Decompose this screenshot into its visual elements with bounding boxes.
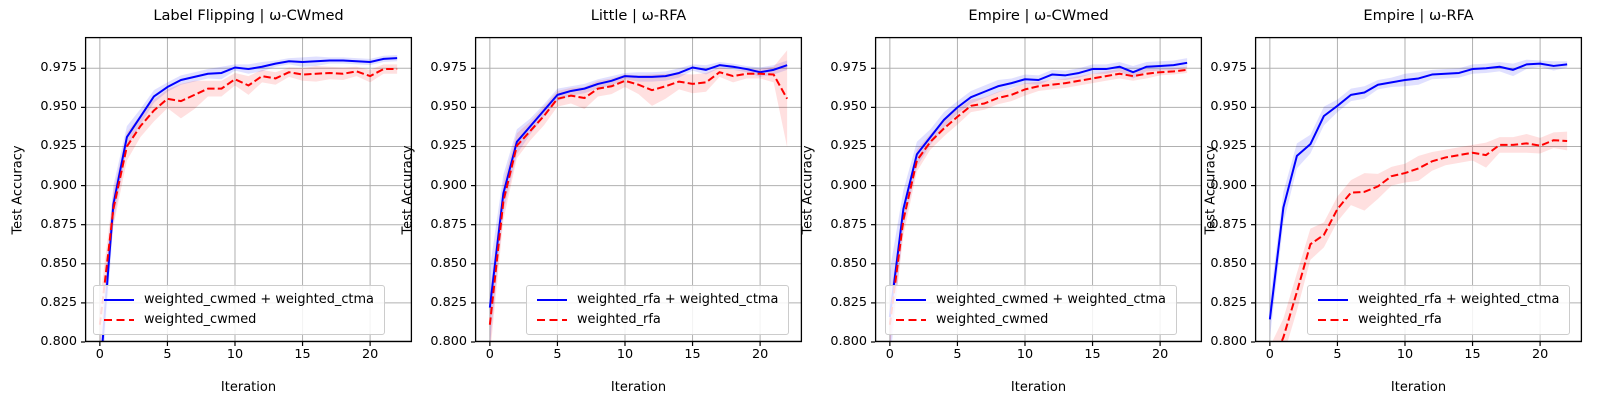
x-tick-label: 0: [885, 347, 894, 362]
legend-label: weighted_cwmed: [936, 311, 1049, 327]
legend-label: weighted_rfa + weighted_ctma: [1358, 291, 1560, 307]
subplot-little-rfa: Little | ω-RFA Test Accuracy weighted_rf…: [401, 7, 803, 395]
legend-entry: weighted_cwmed: [104, 312, 374, 328]
legend-line-sample-red: [896, 318, 926, 322]
legend: weighted_rfa + weighted_ctma weighted_rf…: [1307, 284, 1571, 335]
legend-label: weighted_cwmed: [144, 311, 257, 327]
y-tick-label: 0.975: [830, 60, 867, 76]
x-tick-label: 15: [684, 347, 701, 362]
legend: weighted_cwmed + weighted_ctma weighted_…: [93, 284, 385, 335]
x-tick-label: 15: [1464, 347, 1481, 362]
legend-entry: weighted_rfa: [1318, 312, 1559, 328]
x-tick-label: 10: [1396, 347, 1414, 362]
y-tick-label: 0.800: [1210, 334, 1247, 349]
legend-line-sample-red: [537, 318, 567, 322]
y-tick-label: 0.900: [430, 177, 467, 193]
legend-label: weighted_cwmed + weighted_ctma: [144, 291, 374, 307]
x-axis-label: Iteration: [1010, 380, 1067, 395]
x-tick-label: 20: [1531, 347, 1549, 362]
x-tick-label: 5: [1333, 347, 1342, 362]
y-tick-label: 0.900: [1210, 177, 1247, 193]
y-tick-label: 0.825: [1210, 294, 1247, 310]
x-tick-label: 5: [553, 347, 562, 362]
subplot-title: Empire | ω-CWmed: [968, 7, 1109, 24]
legend-entry: weighted_cwmed: [896, 312, 1166, 328]
y-tick-label: 0.850: [40, 255, 77, 271]
y-tick-label: 0.900: [830, 177, 867, 193]
x-tick-label: 15: [294, 347, 311, 362]
y-tick-label: 0.825: [40, 294, 77, 310]
y-tick-label: 0.925: [40, 138, 77, 154]
x-axis-label: Iteration: [610, 380, 667, 395]
y-tick-label: 0.975: [40, 60, 77, 76]
y-tick-label: 0.925: [1210, 138, 1247, 154]
legend-line-sample-blue: [104, 298, 134, 301]
y-tick-label: 0.950: [430, 99, 467, 115]
chart-canvas: [81, 36, 413, 346]
x-tick-label: 20: [1151, 347, 1169, 362]
legend-entry: weighted_cwmed + weighted_ctma: [896, 292, 1166, 308]
y-tick-label: 0.900: [40, 177, 77, 193]
y-tick-label: 0.875: [430, 216, 467, 232]
legend-entry: weighted_rfa + weighted_ctma: [537, 292, 778, 308]
legend-label: weighted_rfa + weighted_ctma: [577, 291, 779, 307]
x-axis-label: Iteration: [220, 380, 277, 395]
legend-line-sample-blue: [537, 298, 567, 301]
legend-label: weighted_rfa: [1358, 311, 1442, 327]
y-tick-label: 0.975: [1210, 60, 1247, 76]
y-tick-label: 0.950: [830, 99, 867, 115]
y-tick-label: 0.950: [1210, 99, 1247, 115]
x-tick-label: 20: [751, 347, 769, 362]
x-tick-label: 0: [1265, 347, 1274, 362]
legend-line-sample-red: [104, 318, 134, 322]
y-tick-label: 0.825: [430, 294, 467, 310]
legend: weighted_rfa + weighted_ctma weighted_rf…: [526, 284, 790, 335]
y-tick-label: 0.875: [40, 216, 77, 232]
y-tick-label: 0.875: [1210, 216, 1247, 232]
legend-entry: weighted_rfa: [537, 312, 778, 328]
subplot-title: Little | ω-RFA: [590, 7, 687, 24]
chart-canvas: [1251, 36, 1583, 346]
x-tick-label: 10: [1016, 347, 1034, 362]
x-tick-label: 5: [953, 347, 962, 362]
subplot-label-flipping-cwmed: Label Flipping | ω-CWmed Test Accuracy w…: [11, 7, 413, 395]
legend-line-sample-red: [1318, 318, 1348, 322]
legend-label: weighted_rfa: [577, 311, 661, 327]
legend: weighted_cwmed + weighted_ctma weighted_…: [885, 284, 1177, 335]
legend-entry: weighted_rfa + weighted_ctma: [1318, 292, 1559, 308]
x-tick-label: 0: [95, 347, 104, 362]
subplot-title: Empire | ω-RFA: [1363, 7, 1474, 24]
y-tick-label: 0.950: [40, 99, 77, 115]
y-tick-label: 0.925: [830, 138, 867, 154]
subplot-empire-rfa: Empire | ω-RFA Test Accuracy weighted_rf…: [1204, 7, 1583, 395]
y-tick-label: 0.875: [830, 216, 867, 232]
x-tick-label: 10: [226, 347, 244, 362]
y-tick-label: 0.800: [430, 334, 467, 349]
legend-entry: weighted_cwmed + weighted_ctma: [104, 292, 374, 308]
y-tick-label: 0.850: [430, 255, 467, 271]
legend-label: weighted_cwmed + weighted_ctma: [936, 291, 1166, 307]
legend-line-sample-blue: [896, 298, 926, 301]
x-axis-label: Iteration: [1390, 380, 1447, 395]
x-tick-label: 20: [361, 347, 379, 362]
y-tick-label: 0.800: [830, 334, 867, 349]
x-tick-label: 10: [616, 347, 634, 362]
x-tick-label: 5: [163, 347, 172, 362]
legend-line-sample-blue: [1318, 298, 1348, 301]
subplot-title: Label Flipping | ω-CWmed: [153, 7, 344, 24]
y-tick-label: 0.850: [830, 255, 867, 271]
y-tick-label: 0.800: [40, 334, 77, 349]
x-tick-label: 0: [485, 347, 494, 362]
y-tick-label: 0.825: [830, 294, 867, 310]
subplot-empire-cwmed: Empire | ω-CWmed Test Accuracy weighted_…: [801, 7, 1203, 395]
y-tick-label: 0.925: [430, 138, 467, 154]
y-tick-label: 0.850: [1210, 255, 1247, 271]
x-tick-label: 15: [1084, 347, 1101, 362]
y-tick-label: 0.975: [430, 60, 467, 76]
